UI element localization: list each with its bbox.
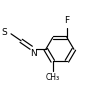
Text: F: F (64, 16, 69, 25)
Text: N: N (30, 49, 37, 58)
Text: CH₃: CH₃ (46, 73, 60, 82)
Text: S: S (1, 28, 7, 37)
